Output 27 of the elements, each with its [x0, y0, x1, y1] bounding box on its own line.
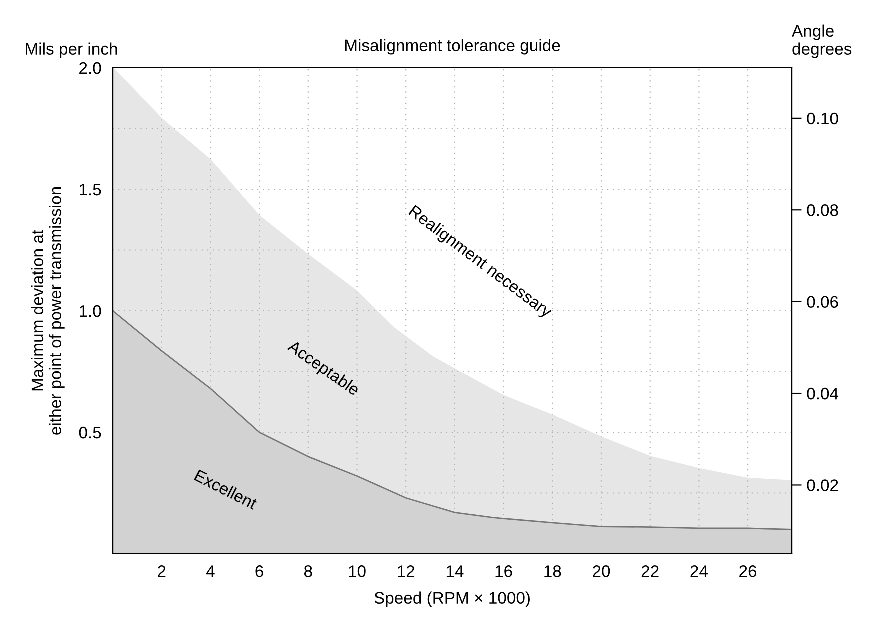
x-tick-label: 10: [349, 566, 366, 578]
y2-tick-label: 0.02: [807, 480, 838, 492]
y-tick-label: 0.5: [79, 426, 102, 439]
y-tick-label: 1.5: [80, 184, 102, 196]
x-tick-label: 4: [206, 566, 215, 578]
x-tick-label: 14: [446, 566, 464, 578]
x-tick-label: 22: [642, 566, 659, 578]
x-tick-label: 26: [740, 566, 757, 578]
y-axis-title: Maximum deviation at either point of power transmission: [31, 187, 65, 435]
x-tick-label: 8: [304, 566, 312, 578]
y2-tick-label: 0.04: [807, 388, 839, 400]
text: Mils per inch: [26, 42, 118, 58]
y2-tick-label: 0.06: [807, 296, 838, 308]
x-tick-label: 18: [544, 566, 562, 578]
y-tick-label: 1.0: [80, 305, 102, 318]
x-tick-label: 24: [690, 566, 708, 578]
y-tick-label: 2.0: [80, 62, 102, 74]
y2-tick-label: 0.10: [807, 112, 838, 125]
x-tick-label: 16: [496, 566, 512, 578]
x-axis-title: Speed (RPM × 1000): [374, 592, 530, 608]
chart-title: Misalignment tolerance guide: [345, 39, 560, 55]
y2-axis-title: Angle degrees: [792, 24, 852, 58]
y2-tick-label: 0.08: [807, 204, 838, 216]
x-tick-label: 2: [158, 566, 166, 578]
x-tick-label: 6: [256, 566, 264, 578]
x-tick-label: 20: [593, 566, 610, 578]
x-tick-label: 12: [398, 566, 415, 578]
